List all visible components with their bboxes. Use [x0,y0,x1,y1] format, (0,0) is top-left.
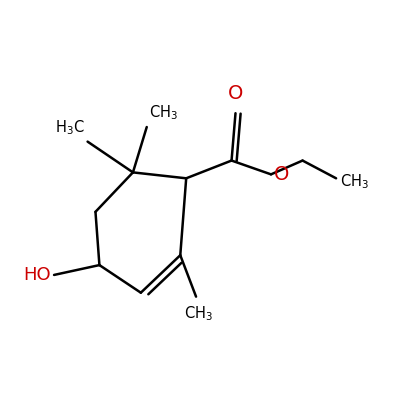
Text: HO: HO [23,266,51,284]
Text: CH$_3$: CH$_3$ [149,104,178,122]
Text: O: O [228,84,243,103]
Text: CH$_3$: CH$_3$ [340,172,369,191]
Text: O: O [274,165,290,184]
Text: H$_3$C: H$_3$C [55,118,84,137]
Text: CH$_3$: CH$_3$ [184,304,212,323]
